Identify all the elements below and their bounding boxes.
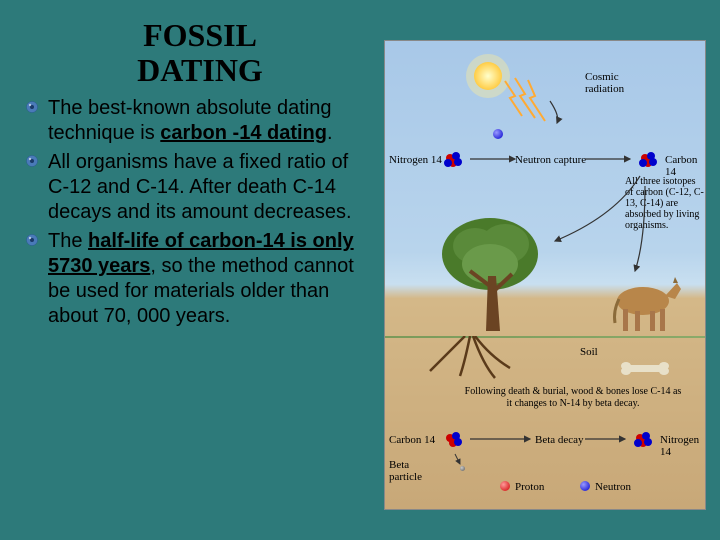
tree-icon <box>440 216 550 336</box>
list-item: All organisms have a fixed ratio of C-12… <box>24 150 374 225</box>
nitrogen14-bot-atom-icon <box>630 426 658 454</box>
proton-label: Proton <box>515 481 544 493</box>
carbon14-bot-label: Carbon 14 <box>389 434 435 446</box>
cosmic-radiation-label: Cosmic radiation <box>585 71 624 95</box>
nitrogen14-label: Nitrogen 14 <box>389 154 442 166</box>
roots-icon <box>415 336 555 386</box>
proton-legend-icon <box>500 481 510 491</box>
bone-icon <box>620 361 670 376</box>
beta-decay-label: Beta decay <box>535 434 584 446</box>
bullet-icon <box>26 234 38 246</box>
neutron-capture-label: Neutron capture <box>515 154 586 166</box>
bullet-icon <box>26 155 38 167</box>
soil-label: Soil <box>580 346 598 358</box>
neutron-label: Neutron <box>595 481 631 493</box>
decay-note: Following death & burial, wood & bones l… <box>463 386 683 409</box>
slide-title: FOSSIL DATING <box>30 18 370 88</box>
neutron-particle-icon <box>493 129 503 139</box>
carbon-cycle-diagram: Cosmic radiation Nitrogen 14 Neutron cap… <box>384 40 706 510</box>
list-item: The half-life of carbon-14 is only 5730 … <box>24 229 374 329</box>
bullet-list: The best-known absolute dating technique… <box>24 96 374 329</box>
nitrogen14-bot-label: Nitrogen 14 <box>660 434 705 458</box>
carbon14-label: Carbon 14 <box>665 154 705 178</box>
nitrogen14-atom-icon <box>440 146 468 174</box>
bullet-icon <box>26 101 38 113</box>
carbon14-atom-icon <box>635 146 663 174</box>
cosmic-rays-icon <box>500 76 555 126</box>
neutron-legend-icon <box>580 481 590 491</box>
beta-particle-label: Beta particle <box>389 459 422 483</box>
horse-icon <box>605 271 685 336</box>
beta-particle-icon <box>460 466 465 471</box>
isotopes-note: All three isotopes of carbon (C-12, C-13… <box>625 176 705 231</box>
carbon14-bot-atom-icon <box>440 426 468 454</box>
list-item: The best-known absolute dating technique… <box>24 96 374 146</box>
